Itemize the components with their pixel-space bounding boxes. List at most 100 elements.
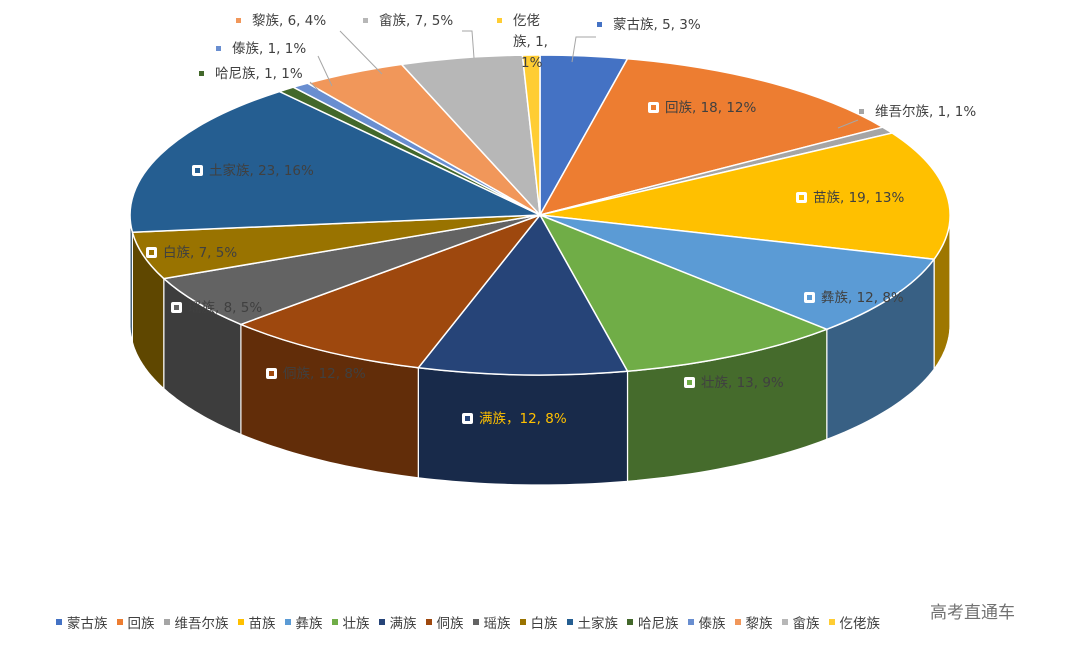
legend-swatch-3	[237, 619, 244, 625]
legend-label-13: 黎族	[745, 616, 773, 632]
data-label-6: 满族，12, 8%	[479, 411, 567, 427]
pie-sides	[129, 215, 951, 486]
data-label-13: 黎族, 6, 4%	[252, 13, 326, 29]
legend-swatch-13	[734, 619, 741, 625]
data-label-12: 傣族, 1, 1%	[232, 41, 306, 57]
legend-swatch-11	[627, 619, 633, 625]
label-marker-14	[363, 18, 368, 23]
data-label-10: 土家族, 23, 16%	[209, 162, 314, 179]
label-marker-inner-8	[174, 305, 179, 310]
legend-label-3: 苗族	[248, 616, 276, 632]
label-marker-11	[199, 71, 204, 76]
label-marker-15	[497, 18, 502, 23]
label-marker-inner-1	[651, 105, 656, 110]
pie-slice-1	[538, 57, 885, 217]
pie-slice-6	[416, 213, 629, 376]
legend-item-9: 白族	[519, 612, 558, 632]
legend-swatch-4	[284, 619, 291, 625]
legend-label-15: 仡佬族	[839, 616, 881, 632]
legend-swatch-8	[472, 619, 479, 625]
pie-tops	[129, 54, 951, 376]
data-label-4: 彝族, 12, 8%	[821, 290, 904, 306]
label-marker-13	[236, 18, 241, 23]
legend-label-5: 壮族	[342, 616, 370, 632]
legend-item-7: 侗族	[425, 612, 464, 632]
legend-label-0: 蒙古族	[67, 616, 108, 632]
legend-label-14: 畲族	[792, 616, 820, 632]
legend-swatch-2	[163, 619, 170, 625]
data-label-2: 维吾尔族, 1, 1%	[875, 104, 976, 120]
legend-swatch-5	[331, 619, 338, 625]
label-marker-inner-4	[807, 295, 812, 300]
legend-label-8: 瑶族	[483, 616, 511, 632]
legend-swatch-12	[687, 619, 694, 625]
label-marker-12	[216, 46, 221, 51]
legend-item-11: 哈尼族	[627, 612, 679, 632]
label-marker-inner-5	[687, 380, 692, 385]
label-marker-0	[597, 22, 602, 27]
legend-item-5: 壮族	[331, 612, 370, 632]
label-marker-inner-7	[269, 371, 274, 376]
pie-slice-8	[162, 214, 541, 326]
legend-label-11: 哈尼族	[638, 616, 679, 632]
legend-item-3: 苗族	[237, 612, 276, 632]
leader-line-14	[462, 30, 475, 59]
label-marker-inner-6	[465, 416, 470, 421]
legend-item-6: 满族	[378, 612, 417, 632]
label-marker-inner-10	[195, 168, 200, 173]
legend-label-6: 满族	[389, 616, 417, 632]
label-marker-inner-3	[799, 195, 804, 200]
legend-item-14: 畲族	[781, 612, 820, 632]
data-label-3: 苗族, 19, 13%	[813, 190, 905, 206]
data-label-15-line-0: 仡佬	[513, 13, 540, 29]
pie-side-10	[129, 215, 133, 343]
pie-slice-5	[538, 213, 829, 373]
legend-item-12: 傣族	[687, 612, 726, 632]
legend-label-4: 彝族	[295, 616, 323, 632]
data-label-7: 侗族, 12, 8%	[283, 366, 366, 382]
legend-swatch-0	[56, 619, 62, 625]
legend-item-0: 蒙古族	[56, 612, 108, 632]
leader-line-12	[317, 55, 333, 87]
legend-swatch-14	[781, 619, 788, 625]
legend-item-2: 维吾尔族	[163, 612, 229, 632]
data-label-8: 瑶族, 8, 5%	[188, 300, 262, 316]
legend-swatch-7	[425, 619, 432, 625]
legend-label-12: 傣族	[698, 616, 726, 632]
legend-item-1: 回族	[116, 612, 155, 632]
watermark: 高考直通车	[930, 603, 1015, 623]
leader-line-13	[339, 30, 383, 75]
legend: 蒙古族 回族 维吾尔族 苗族 彝族 壮族 满族 侗族 瑶族 白族 土家族 哈尼族 傣族 黎族 畲族 仡佬族	[56, 612, 1046, 632]
leader-line-0	[571, 36, 596, 63]
legend-item-8: 瑶族	[472, 612, 511, 632]
legend-item-10: 土家族	[566, 612, 619, 632]
legend-label-1: 回族	[127, 616, 155, 632]
data-label-15-line-2: 1%	[521, 55, 543, 71]
legend-swatch-9	[519, 619, 526, 625]
legend-item-13: 黎族	[734, 612, 773, 632]
leader-line-2	[837, 119, 859, 129]
label-marker-inner-9	[149, 250, 154, 255]
pie-slice-15	[521, 54, 541, 216]
pie-slice-4	[539, 214, 936, 331]
legend-item-4: 彝族	[284, 612, 323, 632]
legend-swatch-1	[116, 619, 123, 625]
label-marker-2	[859, 109, 864, 114]
legend-swatch-10	[566, 619, 573, 625]
legend-item-15: 仡佬族	[828, 612, 881, 632]
data-label-1: 回族, 18, 12%	[665, 100, 757, 116]
legend-label-10: 土家族	[577, 616, 619, 632]
legend-swatch-6	[378, 619, 385, 625]
leader-lines	[309, 30, 859, 129]
legend-swatch-15	[828, 619, 835, 625]
data-label-0: 蒙古族, 5, 3%	[613, 17, 701, 33]
data-label-15-line-1: 族, 1,	[513, 34, 548, 50]
legend-label-9: 白族	[530, 616, 558, 632]
pie-slice-7	[238, 213, 543, 369]
data-label-14: 畲族, 7, 5%	[379, 12, 453, 29]
pie-slice-3	[539, 132, 951, 260]
legend-label-2: 维吾尔族	[174, 616, 229, 632]
data-labels: 蒙古族, 5, 3% 回族, 18, 12% 维吾尔族, 1, 1% 苗族, 19, …	[146, 12, 976, 427]
data-label-5: 壮族, 13, 9%	[701, 375, 784, 391]
